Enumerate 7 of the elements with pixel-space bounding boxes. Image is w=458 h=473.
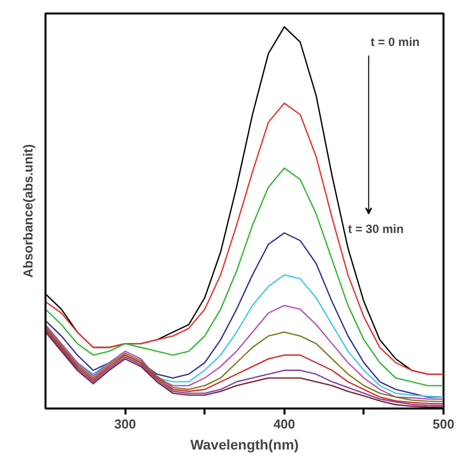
- x-tick-label: 400: [273, 416, 296, 432]
- x-axis-title: Wavelength(nm): [190, 436, 299, 452]
- y-axis-title: Absorbance(abs.unit): [20, 144, 36, 278]
- x-tick-label: 500: [432, 416, 454, 432]
- annotation: t = 0 min: [370, 35, 420, 50]
- annotation: t = 30 min: [348, 222, 404, 236]
- x-tick-label: 300: [114, 416, 136, 432]
